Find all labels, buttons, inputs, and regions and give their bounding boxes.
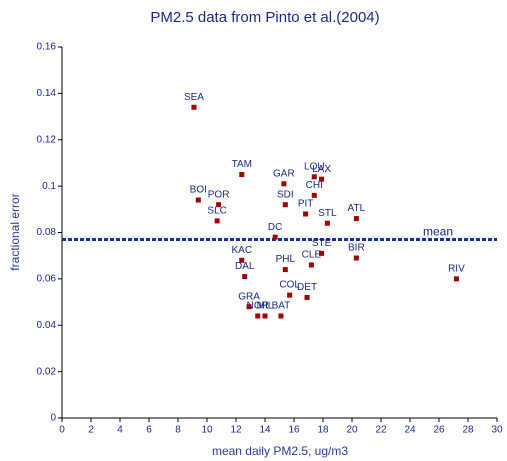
point-label: LOU: [304, 161, 325, 172]
point: [216, 202, 222, 208]
point-label: NOR: [247, 301, 269, 312]
point-label: BOI: [190, 185, 207, 196]
point: [262, 313, 268, 319]
x-tick-label: 16: [288, 425, 300, 436]
x-tick-label: 8: [175, 425, 181, 436]
point: [214, 218, 220, 224]
x-tick-label: 28: [462, 425, 474, 436]
point: [191, 104, 197, 110]
x-axis-label: mean daily PM2.5, ug/m3: [212, 444, 348, 458]
point: [353, 216, 359, 222]
x-tick-label: 14: [259, 425, 271, 436]
point-label: STL: [318, 208, 337, 219]
y-tick-label: 0.02: [37, 366, 57, 377]
point-label: STE: [312, 238, 332, 249]
point-label: CHI: [306, 180, 323, 191]
point: [319, 176, 325, 182]
point-label: ATL: [348, 203, 366, 214]
point-label: DET: [297, 282, 317, 293]
point-label: KAC: [232, 245, 253, 256]
point: [242, 274, 248, 280]
chart-title: PM2.5 data from Pinto et al.(2004): [150, 9, 379, 26]
x-tick-label: 30: [491, 425, 503, 436]
point: [255, 313, 261, 319]
point: [453, 276, 459, 282]
x-tick-label: 20: [346, 425, 358, 436]
point: [272, 234, 278, 240]
x-tick-label: 10: [201, 425, 213, 436]
point-label: GRA: [238, 291, 260, 302]
point-label: BAT: [272, 301, 291, 312]
point: [353, 255, 359, 261]
point: [308, 262, 314, 268]
point: [282, 267, 288, 273]
mean-label: mean: [423, 225, 453, 239]
x-tick-label: 22: [375, 425, 387, 436]
x-tick-label: 18: [317, 425, 329, 436]
point: [246, 304, 252, 310]
y-tick-label: 0.1: [42, 181, 56, 192]
point-label: PHL: [276, 254, 296, 265]
point: [239, 172, 245, 178]
point-label: TAM: [232, 159, 252, 170]
y-tick-label: 0.16: [37, 42, 57, 53]
y-axis-label: fractional error: [8, 193, 22, 270]
x-tick-label: 6: [146, 425, 152, 436]
point-label: RIV: [448, 264, 465, 275]
x-tick-label: 26: [433, 425, 445, 436]
x-tick-label: 12: [230, 425, 242, 436]
y-tick-label: 0.08: [37, 227, 57, 238]
y-tick-label: 0.04: [37, 320, 57, 331]
point-label: DAL: [235, 261, 255, 272]
point-label: SLC: [207, 206, 226, 217]
point-label: COL: [279, 280, 300, 291]
point-label: PIT: [298, 199, 314, 210]
point-label: CLE: [302, 250, 322, 261]
y-tick-label: 0: [50, 413, 56, 424]
y-tick-label: 0.06: [37, 274, 57, 285]
point-label: POR: [208, 189, 230, 200]
point: [324, 220, 330, 226]
point: [239, 257, 245, 263]
point-label: LAX: [312, 164, 331, 175]
point: [303, 211, 309, 217]
point: [278, 313, 284, 319]
point-label: DC: [268, 222, 282, 233]
point-label: SEA: [184, 92, 204, 103]
point: [195, 197, 201, 203]
x-tick-label: 0: [59, 425, 65, 436]
point: [311, 174, 317, 180]
point: [311, 192, 317, 198]
point: [282, 202, 288, 208]
point: [319, 250, 325, 256]
y-tick-label: 0.12: [37, 134, 57, 145]
point: [287, 292, 293, 298]
point-label: MIL: [257, 301, 274, 312]
point-label: BIR: [348, 243, 365, 254]
x-tick-label: 4: [117, 425, 123, 436]
point-label: GAR: [273, 168, 295, 179]
x-tick-label: 2: [88, 425, 94, 436]
point-label: SDI: [277, 189, 294, 200]
point: [304, 294, 310, 300]
point: [281, 181, 287, 187]
x-tick-label: 24: [404, 425, 416, 436]
y-tick-label: 0.14: [37, 88, 57, 99]
